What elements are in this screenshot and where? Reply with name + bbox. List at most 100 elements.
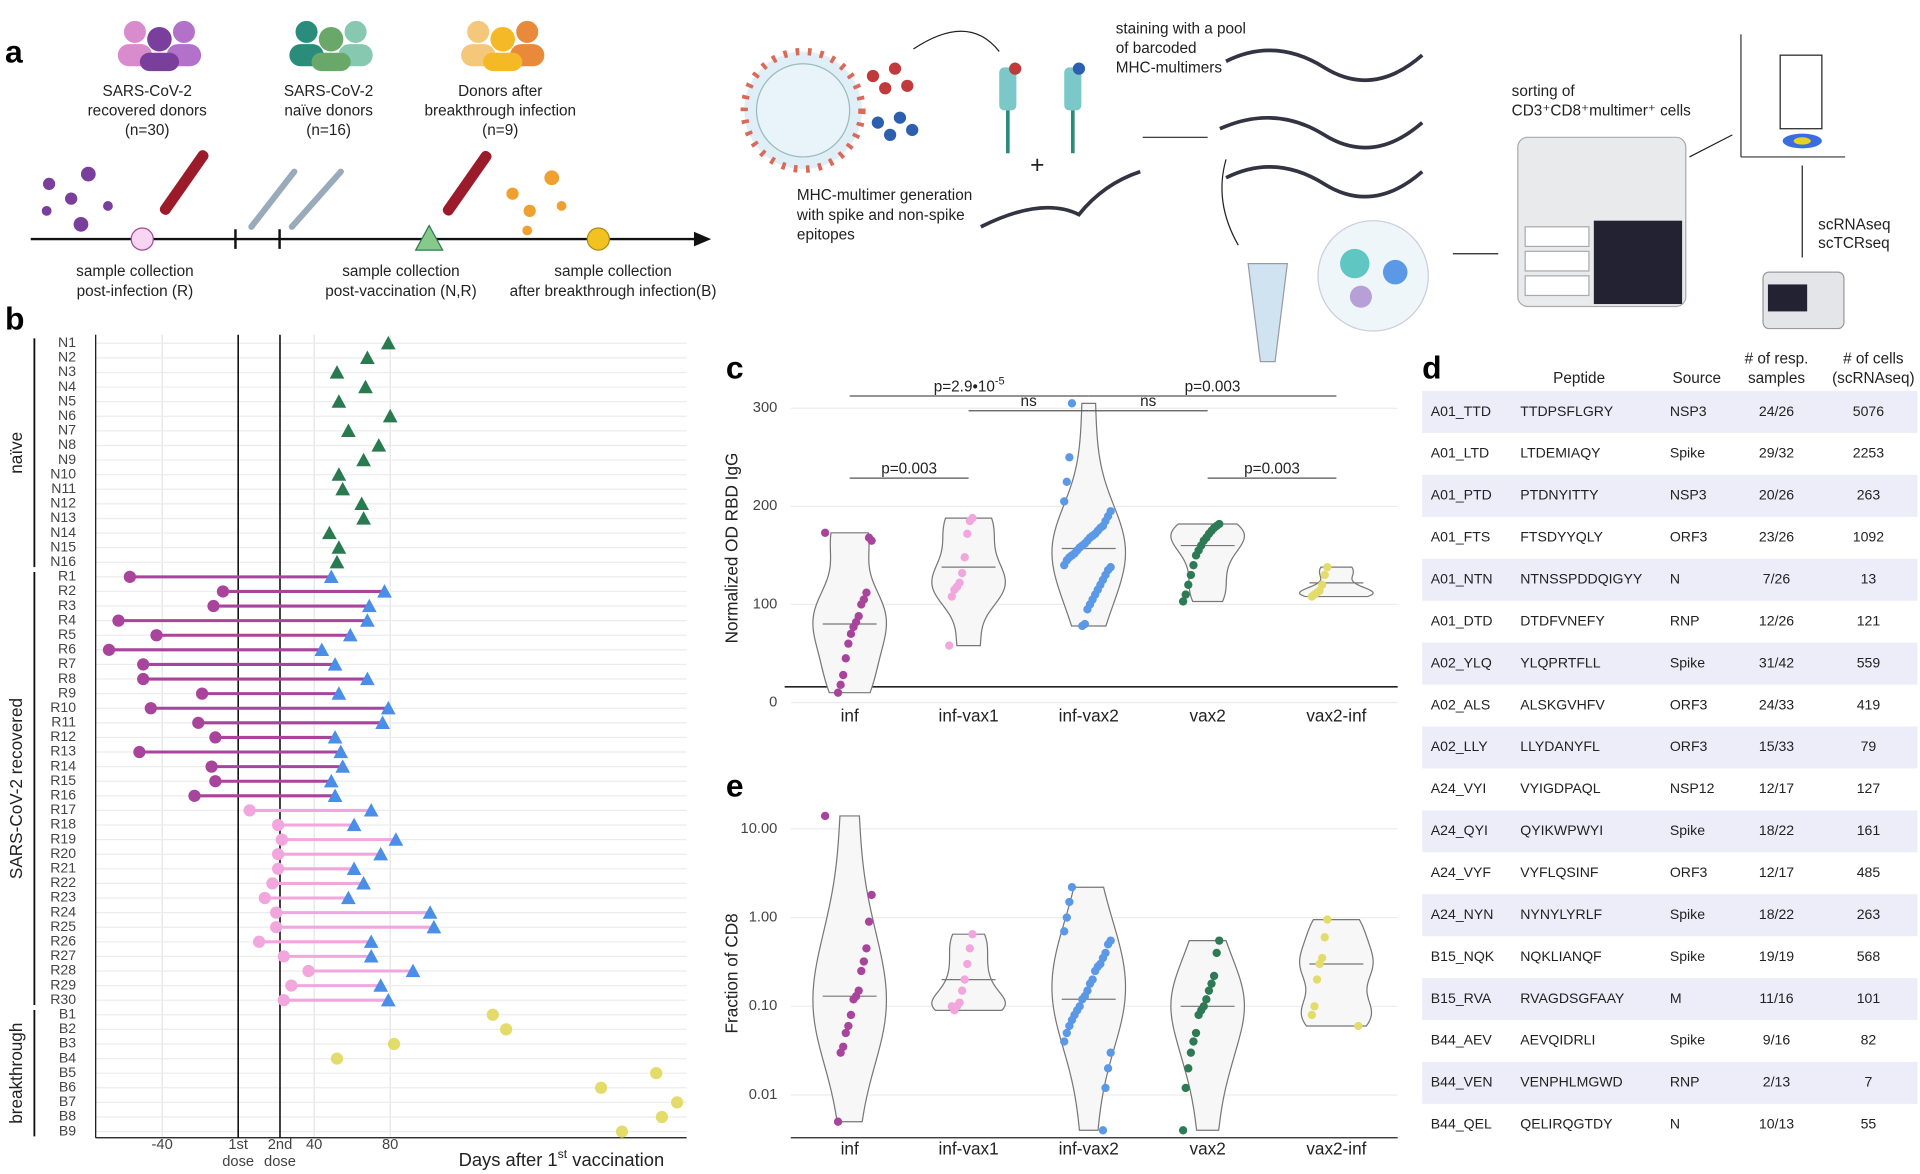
x-tick-label: inf [841, 1139, 859, 1159]
data-point [1191, 551, 1201, 560]
vaccination-point [346, 861, 362, 875]
row-label: R30 [50, 991, 76, 1007]
data-point [857, 966, 866, 976]
row-label: B7 [59, 1093, 76, 1109]
row-band [1422, 978, 1918, 1021]
table-cell: 12/26 [1759, 612, 1794, 628]
infection-point [271, 862, 285, 875]
virus-icon [740, 47, 866, 173]
table-cell: VYIGDPAQL [1520, 780, 1600, 796]
row-label: R14 [50, 757, 76, 773]
row-label: N5 [58, 392, 76, 408]
timeline-marker [414, 224, 444, 251]
vaccination-point [360, 671, 375, 686]
vaccination-point [373, 846, 389, 861]
row-band [1422, 894, 1918, 937]
data-point [1323, 562, 1332, 572]
data-point [1067, 399, 1077, 408]
table-cell: A24_QYI [1431, 822, 1488, 838]
vaccination-point [380, 992, 396, 1007]
table-cell: 24/33 [1759, 696, 1794, 712]
vaccination-point [341, 423, 356, 437]
x-tick-label: -40 [152, 1137, 173, 1153]
table-cell: 12/17 [1759, 864, 1794, 880]
table-cell: Spike [1670, 948, 1705, 964]
row-label: R5 [58, 626, 76, 642]
vaccination-point [363, 934, 379, 948]
row-label: R29 [50, 976, 76, 992]
table-cell: B44_QEL [1431, 1116, 1492, 1132]
data-point [957, 986, 967, 995]
data-point [960, 975, 969, 984]
step-label: MHC-multimers [1116, 60, 1223, 77]
data-point [1103, 1064, 1113, 1073]
data-point [1186, 570, 1196, 580]
data-point [1312, 975, 1322, 984]
data-point [864, 917, 874, 926]
table-cell: A01_PTD [1431, 487, 1492, 503]
row-label: N11 [51, 480, 76, 496]
infection-point [655, 1110, 669, 1124]
row-label: N15 [50, 538, 76, 554]
data-point [839, 670, 848, 680]
significance-label: p=0.003 [1244, 461, 1300, 478]
row-label: R21 [50, 860, 76, 876]
table-cell: VYFLQSINF [1520, 864, 1599, 880]
data-point [867, 890, 876, 900]
x-tick-label: vax2-inf [1306, 706, 1366, 726]
table-cell: NTNSSPDDQIGYY [1520, 570, 1643, 586]
row-band [1422, 474, 1918, 517]
group-label: SARS-CoV-2 recovered [6, 698, 26, 879]
table-cell: 127 [1857, 780, 1881, 796]
violin [1298, 566, 1374, 598]
y-axis-title: Fraction of CD8 [722, 913, 742, 1033]
row-label: B3 [59, 1035, 76, 1051]
data-point [947, 592, 956, 601]
table-cell: QYIKWPWYI [1520, 822, 1603, 838]
data-point [1065, 453, 1074, 462]
timeline-arrow [693, 231, 712, 247]
vaccination-point [327, 730, 343, 744]
group-label: (n=16) [306, 122, 351, 139]
vaccination-point [361, 598, 377, 613]
infection-point [195, 687, 209, 700]
vaccination-point [356, 452, 371, 467]
data-point [960, 553, 969, 562]
row-label: N8 [58, 436, 76, 452]
infection-point [216, 585, 230, 598]
row-label: B5 [59, 1064, 76, 1080]
table-cell: 263 [1857, 906, 1881, 922]
table-cell: AEVQIDRLI [1520, 1032, 1595, 1048]
table-cell: B44_AEV [1431, 1032, 1493, 1048]
data-point [1065, 1021, 1074, 1031]
table-cell: PTDNYITTY [1520, 487, 1599, 503]
table-cell: B15_NQK [1431, 948, 1495, 964]
y-tick-label: 0 [769, 694, 777, 710]
significance-label: p=0.003 [1185, 378, 1241, 395]
significance-text: p=2.9•10 [934, 378, 995, 395]
row-label: R4 [58, 611, 76, 627]
data-point [862, 944, 871, 953]
table-cell: ALSKGVHFV [1520, 696, 1605, 712]
group-label: naïve [6, 432, 26, 474]
infection-point [271, 818, 285, 832]
row-label: R1 [58, 568, 76, 584]
vaccination-point [363, 803, 379, 817]
column-header: Source [1673, 370, 1722, 387]
data-point [947, 1002, 956, 1011]
timeline-label: post-infection (R) [77, 283, 194, 300]
group-label: (n=30) [125, 122, 170, 139]
vaccination-point [331, 686, 347, 700]
group-label: (n=9) [482, 122, 518, 139]
row-band [1422, 1061, 1918, 1104]
table-cell: 419 [1857, 696, 1881, 712]
table-cell: 18/22 [1759, 822, 1794, 838]
data-point [1178, 1126, 1188, 1135]
vaccination-point [426, 919, 442, 934]
data-point [1189, 1037, 1198, 1046]
virus-particles [506, 170, 567, 236]
data-point [963, 959, 972, 969]
vaccination-point [327, 657, 343, 671]
row-band [1422, 558, 1918, 601]
significance-label: ns [1021, 393, 1038, 410]
